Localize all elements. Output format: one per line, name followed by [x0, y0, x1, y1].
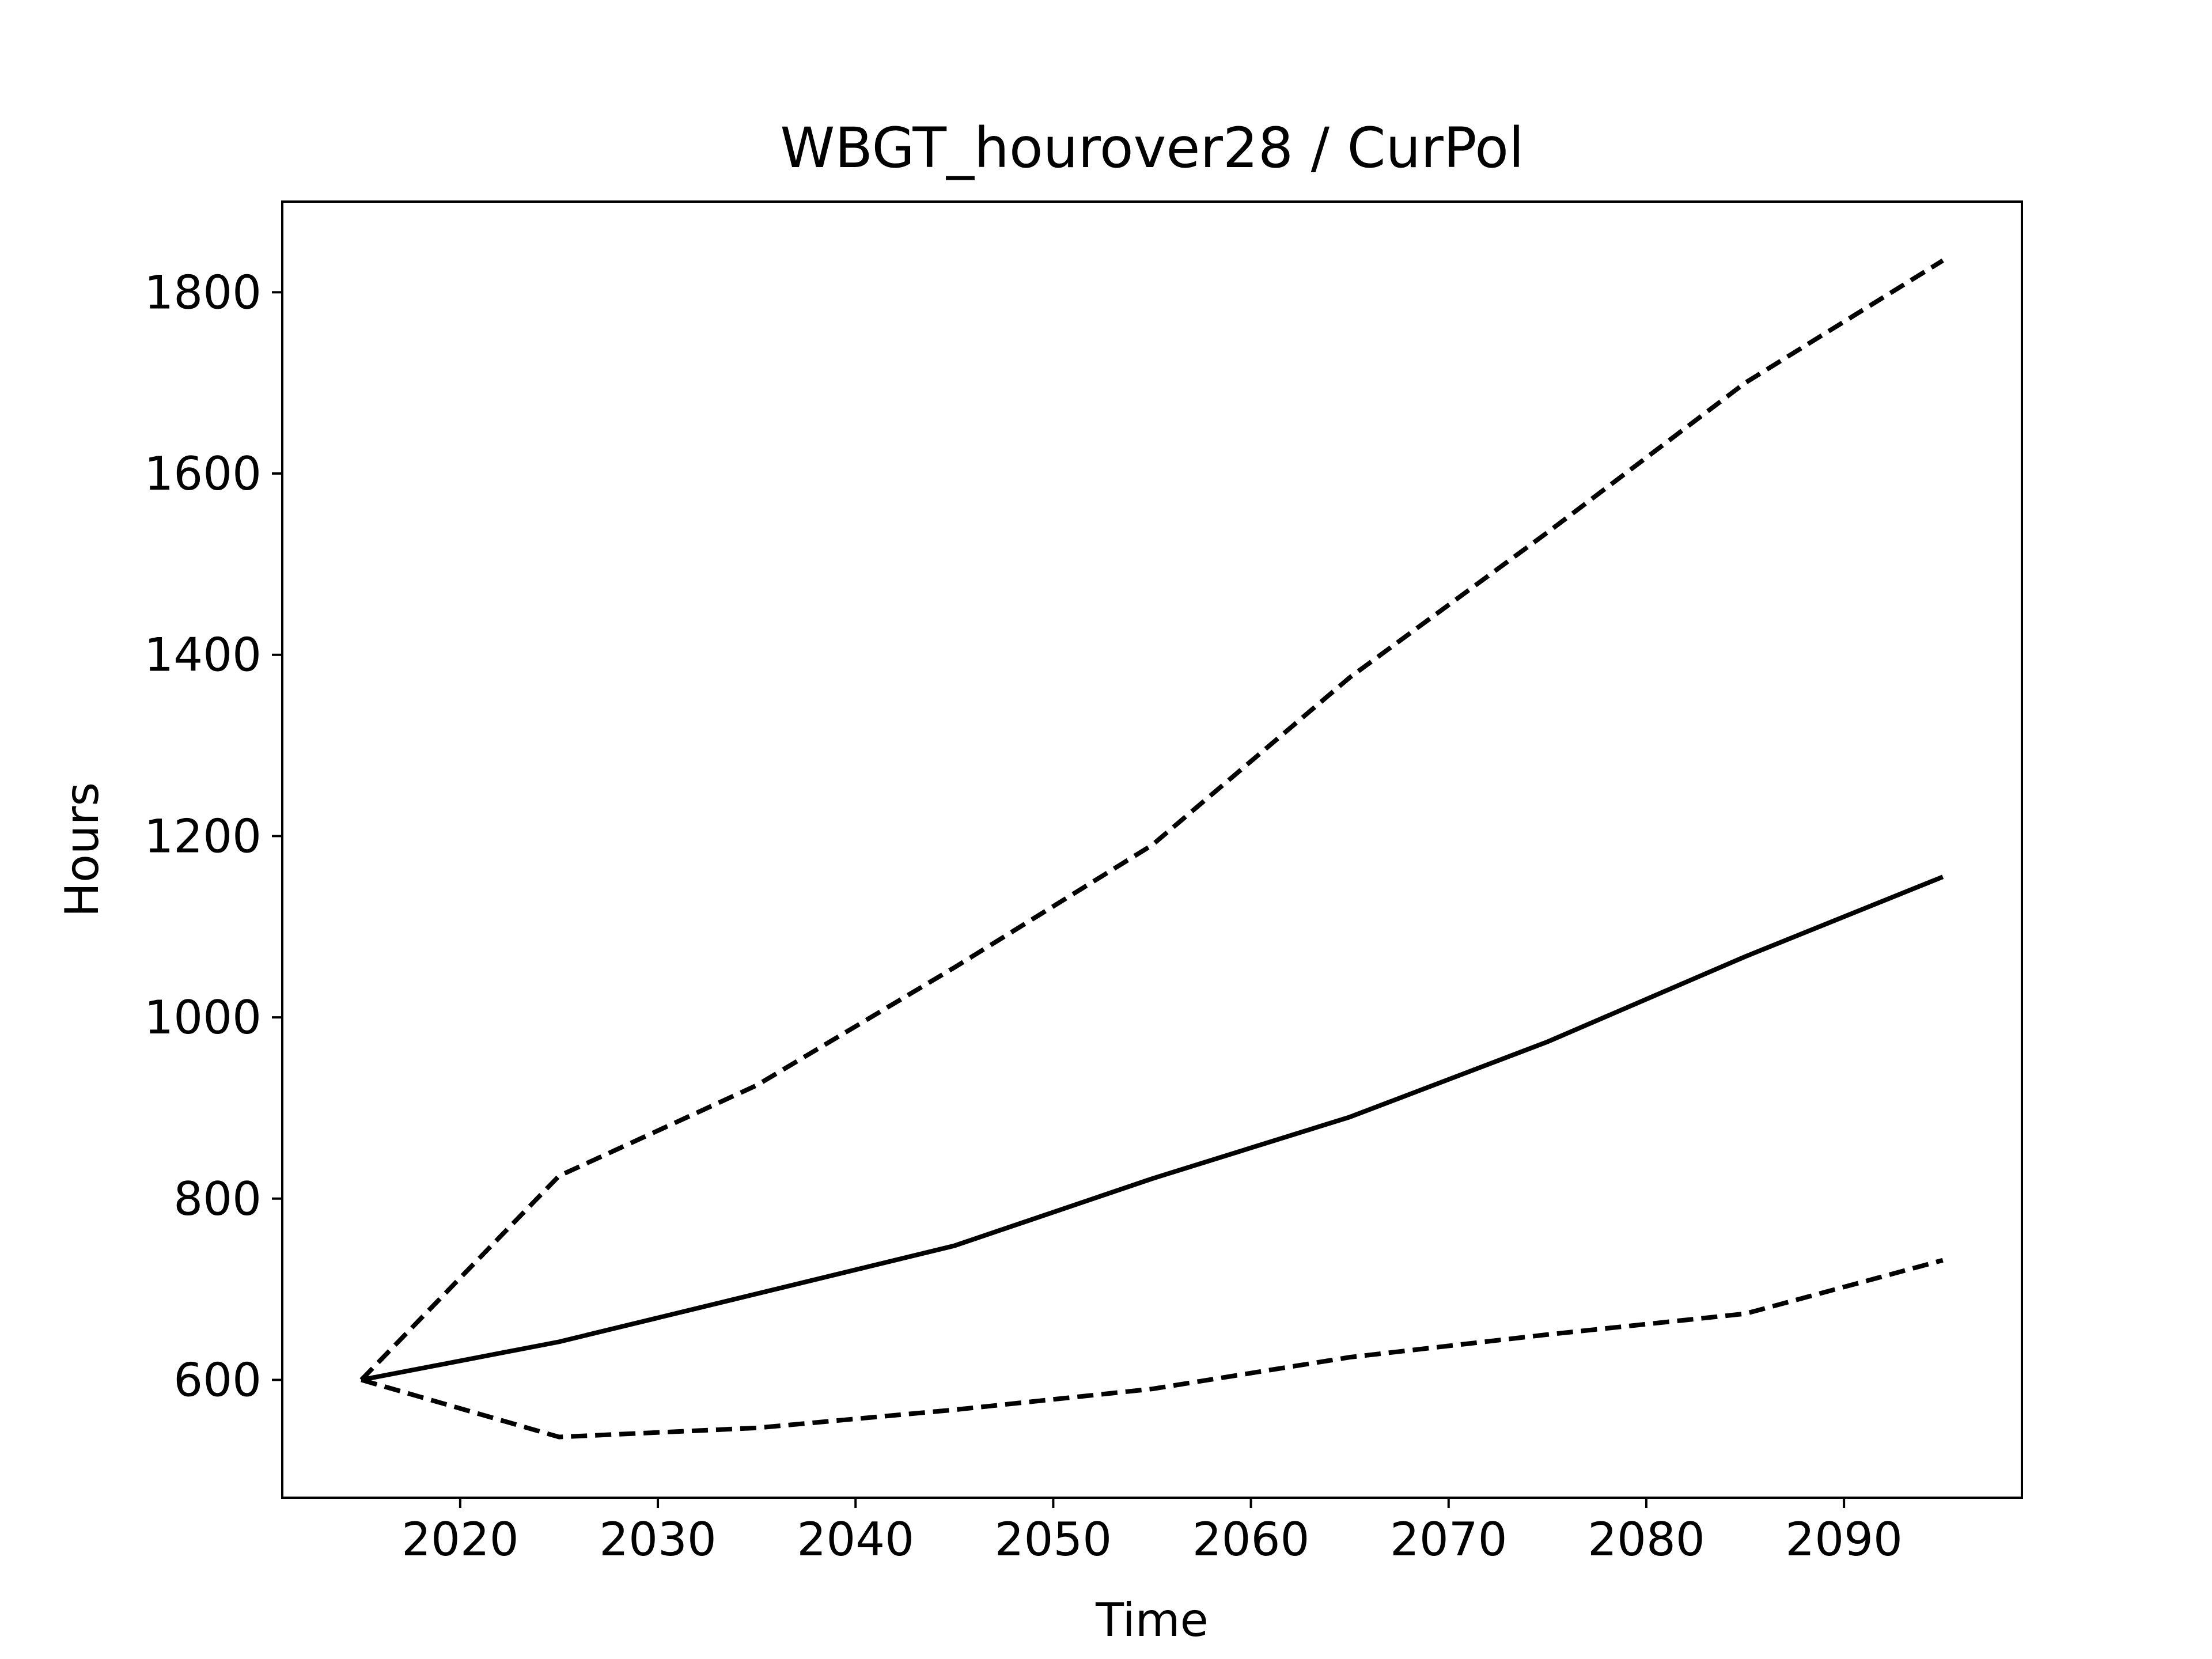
y-tick-label: 800: [173, 1172, 262, 1226]
x-tick-label: 2090: [1785, 1513, 1903, 1566]
x-tick-label: 2070: [1390, 1513, 1508, 1566]
series-line-1: [359, 258, 1944, 1382]
plot-frame: [281, 200, 2023, 1499]
y-tick-label: 1800: [144, 266, 262, 319]
y-tick-label: 1000: [144, 991, 262, 1044]
y-tick-label: 600: [173, 1353, 262, 1407]
x-tick-label: 2080: [1588, 1513, 1705, 1566]
y-tick-label: 1600: [144, 447, 262, 501]
x-axis-label: Time: [1095, 1593, 1209, 1647]
y-axis-label: Hours: [55, 782, 109, 917]
series-line-2: [361, 874, 1944, 1382]
x-tick-label: 2050: [995, 1513, 1112, 1566]
x-axis: 2020 2030 2040 2050 2060 2070 2080 2090: [402, 1498, 1903, 1566]
chart-title: WBGT_hourover28 / CurPol: [780, 116, 1524, 180]
x-tick-label: 2020: [402, 1513, 519, 1566]
x-tick-label: 2030: [599, 1513, 717, 1566]
plot-area: [281, 200, 2023, 1499]
series-line-3: [361, 1257, 1944, 1440]
y-tick-label: 1200: [144, 809, 262, 863]
plot-background: [282, 202, 2022, 1498]
x-tick-label: 2060: [1192, 1513, 1310, 1566]
x-tick-label: 2040: [797, 1513, 914, 1566]
y-axis: 600 800 1000 1200 1400 1600 1800: [144, 266, 282, 1407]
series-layer: [359, 258, 1944, 1440]
y-tick-label: 1400: [144, 628, 262, 682]
